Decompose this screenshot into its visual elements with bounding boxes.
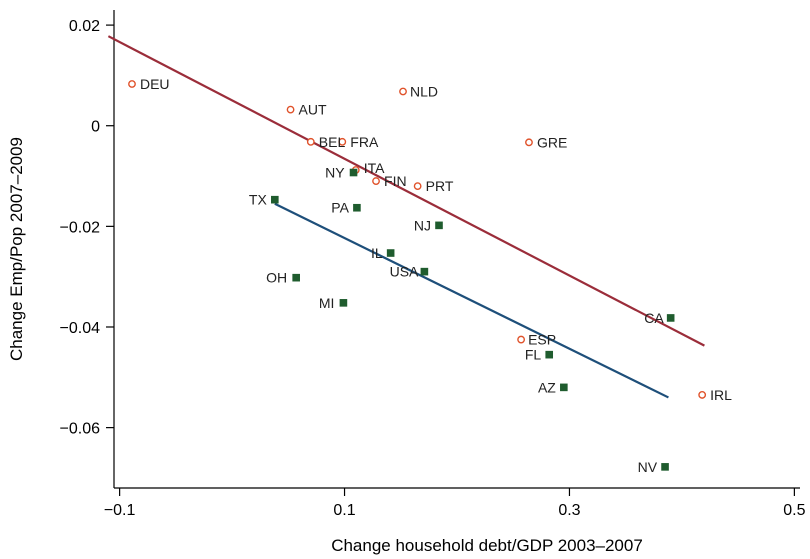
- point-ny: [349, 168, 358, 177]
- point-tx: [271, 195, 279, 204]
- point-nld: [399, 87, 407, 96]
- fit-line-2: [274, 202, 669, 399]
- point-fra: [338, 137, 347, 146]
- point-label-oh: OH: [266, 270, 287, 286]
- point-fl: [545, 350, 554, 359]
- point-label-pa: PA: [331, 200, 349, 216]
- point-label-irl: IRL: [710, 387, 732, 403]
- point-usa: [420, 267, 429, 276]
- data-points-group: [128, 80, 707, 471]
- point-oh: [292, 273, 300, 282]
- point-bel: [306, 137, 315, 146]
- point-esp: [517, 335, 526, 344]
- point-label-fl: FL: [525, 347, 542, 363]
- point-label-nv: NV: [638, 459, 658, 475]
- point-label-il: IL: [371, 245, 383, 261]
- point-nv: [661, 463, 669, 471]
- point-nj: [435, 221, 443, 230]
- x-tick-label: 0.1: [333, 502, 355, 519]
- point-irl: [698, 391, 707, 399]
- point-label-usa: USA: [390, 264, 419, 280]
- point-label-ny: NY: [325, 165, 345, 181]
- point-label-esp: ESP: [528, 332, 556, 348]
- x-tick-label: 0.3: [558, 502, 580, 519]
- point-az: [560, 383, 568, 392]
- point-ca: [666, 314, 675, 322]
- point-label-ca: CA: [644, 310, 664, 326]
- point-label-aut: AUT: [299, 102, 327, 118]
- point-il: [386, 249, 395, 257]
- y-tick-label: 0: [91, 119, 100, 136]
- y-tick-label: −0.04: [60, 320, 101, 337]
- point-label-ita: ITA: [364, 160, 385, 176]
- point-mi: [339, 299, 348, 307]
- y-tick-label: −0.06: [60, 421, 101, 438]
- point-label-deu: DEU: [140, 76, 170, 92]
- point-gre: [525, 138, 533, 147]
- point-aut: [286, 105, 295, 114]
- point-label-nld: NLD: [410, 84, 438, 100]
- x-tick-label: 0.5: [783, 502, 805, 519]
- point-prt: [413, 182, 422, 191]
- point-label-nj: NJ: [414, 217, 431, 233]
- point-label-gre: GRE: [537, 134, 567, 150]
- fit-line-1: [107, 35, 705, 347]
- x-tick-label: −0.1: [104, 502, 136, 519]
- point-label-fra: FRA: [350, 134, 379, 150]
- y-tick-label: 0.02: [69, 18, 100, 35]
- point-label-prt: PRT: [426, 178, 454, 194]
- x-axis-title: Change household debt/GDP 2003–2007: [331, 536, 643, 555]
- point-label-mi: MI: [319, 295, 335, 311]
- point-label-tx: TX: [249, 192, 268, 208]
- point-pa: [353, 203, 361, 212]
- fit-lines-group: [107, 35, 705, 399]
- y-axis-title: Change Emp/Pop 2007–2009: [7, 137, 26, 361]
- point-label-bel: BEL: [319, 134, 346, 150]
- y-tick-label: −0.02: [60, 219, 101, 236]
- point-label-az: AZ: [538, 379, 556, 395]
- point-label-fin: FIN: [384, 173, 407, 189]
- point-fin: [372, 177, 380, 185]
- point-deu: [128, 80, 136, 88]
- axes-group: −0.1 0.1 0.3 0.5 0.02 0 −0.02 −0.04 −0.06: [60, 10, 806, 519]
